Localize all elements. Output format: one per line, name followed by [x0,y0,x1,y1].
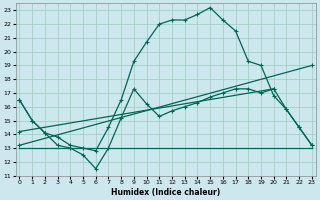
X-axis label: Humidex (Indice chaleur): Humidex (Indice chaleur) [111,188,220,197]
